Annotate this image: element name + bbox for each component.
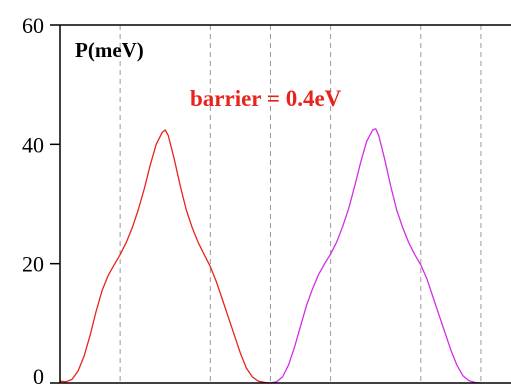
y-tick-label: 0 <box>33 364 44 386</box>
y-tick-label: 60 <box>22 13 44 38</box>
lines-layer <box>59 128 481 384</box>
axes-layer <box>59 24 511 384</box>
y-axis-label: P(meV) <box>75 38 144 62</box>
barrier-annotation: barrier = 0.4eV <box>190 86 342 111</box>
y-tick-label: 40 <box>22 132 44 157</box>
y-tick-label: 20 <box>22 252 44 277</box>
ticks-layer: 0 20 40 60 <box>22 13 60 386</box>
series-line-2 <box>270 128 481 384</box>
grid-layer <box>119 25 482 383</box>
series-line-1 <box>59 129 271 384</box>
